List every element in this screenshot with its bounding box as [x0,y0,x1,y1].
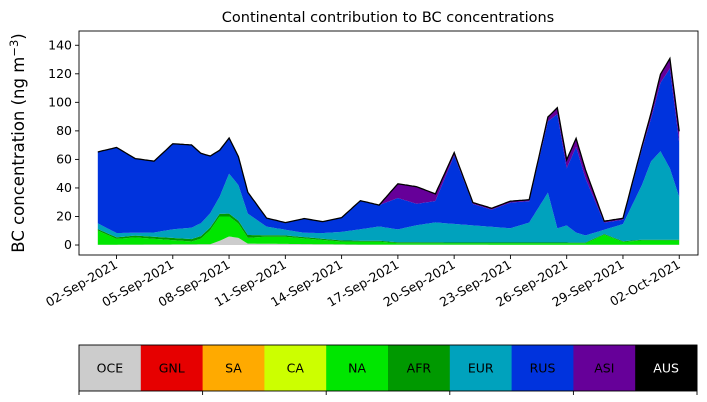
colorbar-label-eur: EUR [468,361,494,376]
y-axis-label-exponent: −3 [7,40,21,57]
y-tick-label: 80 [56,123,72,138]
series-area-oce [97,236,680,245]
colorbar-label-aus: AUS [653,361,679,376]
colorbar-cell-asi [573,345,636,391]
y-tick-label: 100 [48,94,72,109]
colorbar-label-rus: RUS [530,361,556,376]
plot-area: 02040608010012014002-Sep-202105-Sep-2021… [43,30,699,310]
y-axis-label-text: BC concentration (ng m [9,57,28,253]
colorbar-label-ca: CA [287,361,305,376]
series-area-eur [97,151,680,243]
colorbar-cell-aus [635,345,698,391]
y-tick-label: 140 [48,37,72,52]
series-area-na [97,216,680,245]
y-tick-label: 60 [56,151,72,166]
colorbar-frame [78,344,698,392]
region-colorbar: OCE GNL SA CA NA AFR EUR RUS ASI AUS [78,344,698,395]
colorbar-cell-rus [511,345,574,391]
colorbar-cell-na [326,345,389,391]
colorbar-label-sa: SA [225,361,242,376]
y-tick-label: 40 [56,180,72,195]
colorbar-label-oce: OCE [97,361,124,376]
plot-frame [78,30,699,256]
colorbar-cell-ca [264,345,327,391]
series-area-rus [97,68,680,236]
colorbar-label-afr: AFR [407,361,432,376]
total-line [97,56,680,224]
y-tick-label: 20 [56,208,72,223]
y-axis-label: BC concentration (ng m−3) [7,33,28,252]
y-axis-label-close: ) [9,33,28,39]
chart-title: Continental contribution to BC concentra… [222,10,554,26]
colorbar-cell-afr [388,345,451,391]
colorbar-cell-sa [202,345,265,391]
y-tick-label: 120 [48,66,72,81]
colorbar-label-na: NA [348,361,366,376]
colorbar-label-gnl: GNL [159,361,185,376]
colorbar-label-asi: ASI [594,361,614,376]
colorbar-cell-gnl [140,345,204,391]
y-tick-label: 0 [64,237,72,252]
colorbar-cell-eur [449,345,513,391]
colorbar-cell-oce [79,345,142,391]
